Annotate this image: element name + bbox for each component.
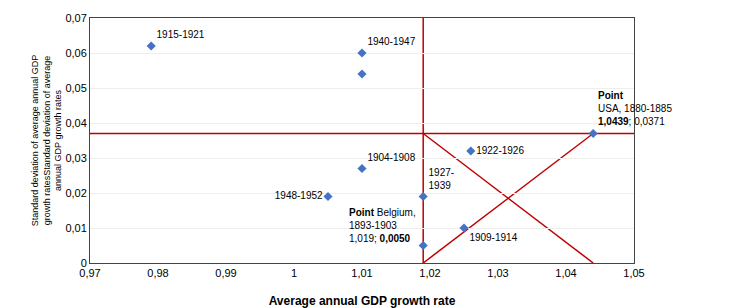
svg-text:1: 1 [291,267,297,279]
svg-text:0,98: 0,98 [147,267,168,279]
svg-text:0,07: 0,07 [65,12,86,24]
svg-text:0,01: 0,01 [65,222,86,234]
svg-text:Point Belgium,1893-19031,019;: Point Belgium,1893-19031,019; 0,0050 [349,207,416,244]
svg-text:Average annual GDP growth rate: Average annual GDP growth rate [269,294,456,308]
svg-text:0,05: 0,05 [65,82,86,94]
svg-text:0: 0 [81,257,87,269]
svg-text:Standard deviation of average: Standard deviation of average annual GDP… [30,55,63,227]
svg-text:1,02: 1,02 [419,267,440,279]
svg-text:1909-1914: 1909-1914 [469,232,517,243]
svg-text:0,02: 0,02 [65,187,86,199]
svg-text:0,97: 0,97 [79,267,100,279]
svg-text:1948-1952: 1948-1952 [275,190,323,201]
svg-text:1,05: 1,05 [623,267,644,279]
svg-text:0,06: 0,06 [65,47,86,59]
svg-text:1922-1926: 1922-1926 [476,145,524,156]
svg-text:1915-1921: 1915-1921 [157,29,205,40]
svg-text:0,03: 0,03 [65,152,86,164]
svg-text:1927-1939: 1927-1939 [429,167,455,191]
svg-text:0,99: 0,99 [215,267,236,279]
svg-text:PointUSA, 1880-18851,0439; 0,0: PointUSA, 1880-18851,0439; 0,0371 [598,90,672,127]
svg-text:1,04: 1,04 [555,267,576,279]
svg-text:1,03: 1,03 [487,267,508,279]
svg-text:1,01: 1,01 [351,267,372,279]
svg-text:1940-1947: 1940-1947 [367,36,415,47]
svg-text:1904-1908: 1904-1908 [367,152,415,163]
svg-text:0,04: 0,04 [65,117,86,129]
